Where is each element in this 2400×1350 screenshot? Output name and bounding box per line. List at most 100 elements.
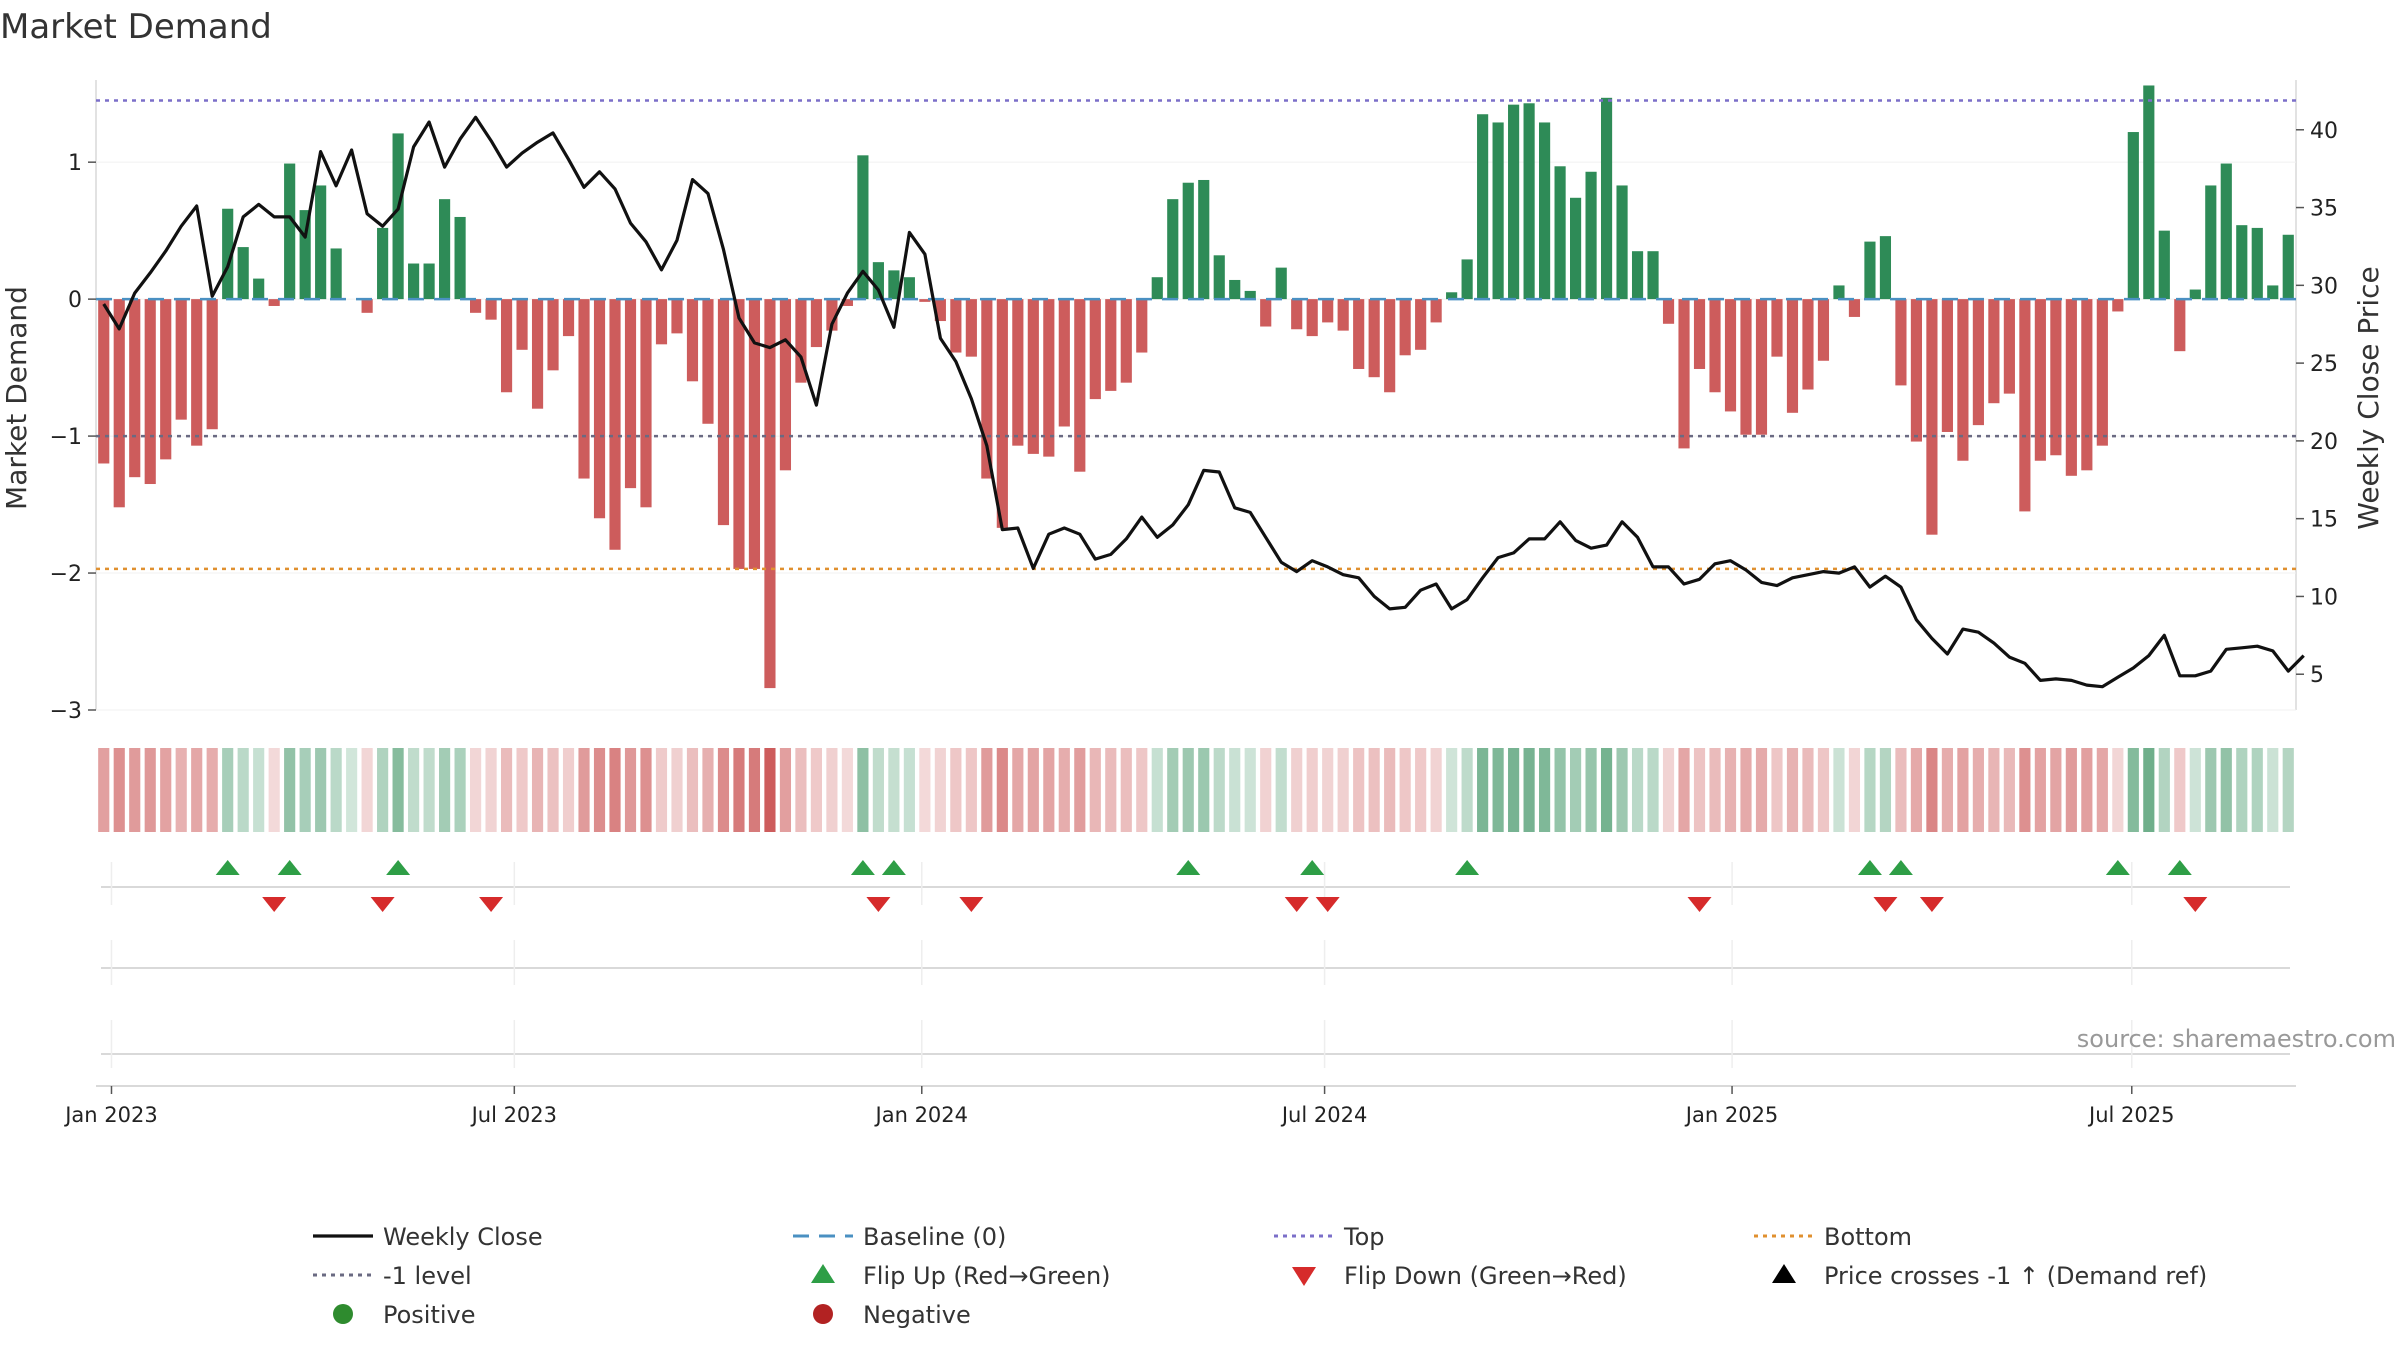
x-tick-label: Jul 2025 — [2087, 1103, 2174, 1127]
demand-bar — [872, 262, 884, 300]
demand-bar — [315, 185, 327, 300]
demand-bar — [1926, 299, 1938, 535]
demand-bar — [1864, 241, 1876, 300]
x-tick-label: Jan 2025 — [1684, 1103, 1779, 1127]
demand-strip-cell — [1972, 748, 1984, 832]
demand-bar — [2205, 185, 2217, 300]
demand-bar — [1291, 299, 1303, 330]
demand-strip-cell — [175, 748, 187, 832]
demand-bar — [593, 299, 606, 519]
demand-bar — [1368, 299, 1380, 378]
demand-strip-cell — [671, 748, 683, 832]
demand-strip-cell — [1151, 748, 1163, 832]
demand-bar — [1244, 290, 1256, 300]
demand-bar — [1260, 299, 1272, 327]
demand-strip-cell — [2050, 748, 2062, 832]
legend-label: Positive — [383, 1301, 476, 1329]
demand-bar — [1600, 97, 1613, 300]
demand-bar — [1399, 299, 1411, 356]
demand-bar — [129, 299, 141, 478]
demand-strip-cell — [2220, 748, 2232, 832]
demand-bar — [1105, 299, 1117, 391]
flip-up-marker — [881, 860, 906, 875]
demand-strip-cell — [1895, 748, 1907, 832]
demand-bar — [1802, 299, 1814, 390]
demand-strip-cell — [1523, 748, 1535, 832]
demand-strip-cell — [1570, 748, 1582, 832]
demand-bar — [2065, 299, 2077, 476]
demand-bar — [624, 299, 637, 489]
demand-bar — [1693, 299, 1706, 369]
demand-strip-cell — [2019, 748, 2031, 832]
x-tick-label: Jul 2023 — [470, 1103, 557, 1127]
demand-strip-cell — [1662, 748, 1675, 832]
flip-down-marker — [479, 897, 504, 912]
demand-bar — [2096, 299, 2108, 446]
demand-bar — [1074, 299, 1086, 472]
demand-bar — [562, 299, 575, 337]
demand-bar — [516, 299, 528, 350]
demand-strip-cell — [500, 748, 513, 832]
demand-strip-cell — [1631, 748, 1644, 832]
legend-label: Weekly Close — [383, 1223, 543, 1251]
demand-bar — [1631, 251, 1644, 300]
flip-up-marker — [277, 860, 302, 875]
demand-strip-cell — [1291, 748, 1303, 832]
demand-strip-cell — [1817, 748, 1830, 832]
legend-swatch-triangle-down-icon — [1292, 1267, 1316, 1286]
flip-up-marker — [215, 860, 240, 875]
flip-up-marker — [1888, 860, 1913, 875]
flip-up-marker — [1857, 860, 1882, 875]
demand-bar — [1213, 255, 1225, 300]
demand-strip-cell — [1740, 748, 1752, 832]
flip-down-marker — [2183, 897, 2208, 912]
demand-bar — [1817, 299, 1830, 361]
demand-strip-cell — [1848, 748, 1861, 832]
demand-bar — [1353, 299, 1365, 369]
demand-bar — [206, 299, 218, 430]
demand-strip-cell — [1244, 748, 1256, 832]
demand-bar — [671, 299, 683, 334]
demand-strip-cell — [1941, 748, 1953, 832]
demand-strip-cell — [1616, 748, 1628, 832]
legend-label: Flip Down (Green→Red) — [1344, 1262, 1627, 1290]
demand-bar — [392, 133, 404, 300]
demand-bar — [1229, 279, 1241, 300]
flip-up-marker — [1455, 860, 1480, 875]
demand-strip-cell — [810, 748, 822, 832]
lower-empty-panels — [101, 940, 2290, 1068]
demand-bar — [795, 299, 807, 383]
demand-strip-cell — [2034, 748, 2046, 832]
demand-strip-cell — [191, 748, 203, 832]
demand-strip-cell — [1864, 748, 1876, 832]
demand-bar — [903, 277, 915, 300]
demand-strip-cell — [268, 748, 280, 832]
demand-bar — [1570, 197, 1582, 300]
demand-bar — [175, 299, 187, 420]
demand-bar — [1848, 299, 1861, 317]
demand-strip-cell — [1926, 748, 1938, 832]
y-tick-label: 1 — [68, 151, 82, 176]
demand-bar — [237, 247, 249, 300]
demand-strip-cell — [965, 748, 977, 832]
demand-strip-cell — [1058, 748, 1070, 832]
y2-tick-label: 25 — [2310, 352, 2338, 377]
demand-strip-cell — [655, 748, 668, 832]
demand-bar — [950, 299, 962, 353]
demand-bar — [1709, 299, 1721, 393]
demand-strip-cell — [919, 748, 931, 832]
demand-strip-cell — [144, 748, 156, 832]
demand-strip-cell — [222, 748, 234, 832]
demand-strip-cell — [2065, 748, 2077, 832]
demand-bar — [1322, 299, 1334, 323]
demand-strip-cell — [1167, 748, 1179, 832]
demand-color-strip — [98, 748, 2294, 832]
demand-strip-cell — [764, 748, 776, 832]
flip-up-marker — [386, 860, 411, 875]
demand-strip-cell — [1554, 748, 1566, 832]
demand-bar — [981, 299, 993, 479]
demand-bar — [1678, 299, 1690, 449]
y2-tick-label: 10 — [2310, 585, 2338, 610]
demand-strip-cell — [253, 748, 265, 832]
demand-bar — [717, 299, 730, 526]
